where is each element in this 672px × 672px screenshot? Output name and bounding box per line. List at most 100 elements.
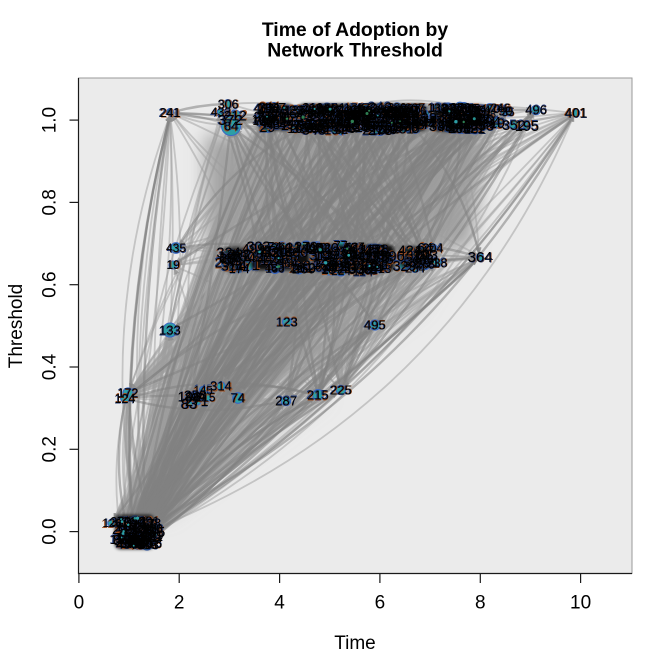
- svg-text:309: 309: [138, 520, 157, 533]
- svg-text:149: 149: [114, 519, 133, 531]
- svg-text:367: 367: [117, 514, 138, 529]
- svg-text:135: 135: [284, 103, 306, 118]
- svg-text:59: 59: [141, 524, 153, 536]
- svg-text:435: 435: [166, 241, 186, 255]
- svg-text:222: 222: [134, 525, 159, 541]
- svg-text:78: 78: [255, 115, 269, 129]
- svg-text:371: 371: [140, 528, 162, 543]
- svg-text:494: 494: [366, 119, 386, 132]
- svg-text:2: 2: [174, 593, 185, 614]
- svg-text:434: 434: [266, 119, 286, 133]
- svg-text:118: 118: [118, 533, 137, 547]
- svg-text:268: 268: [137, 536, 162, 553]
- svg-text:106: 106: [135, 534, 157, 549]
- svg-text:0.8: 0.8: [40, 189, 61, 215]
- svg-text:19: 19: [166, 258, 180, 272]
- svg-text:97: 97: [120, 536, 137, 553]
- svg-text:410: 410: [144, 523, 163, 536]
- svg-text:432: 432: [212, 106, 232, 120]
- svg-text:241: 241: [160, 106, 181, 120]
- svg-text:373: 373: [111, 516, 132, 530]
- svg-text:212: 212: [225, 108, 248, 123]
- svg-text:64: 64: [224, 119, 238, 134]
- svg-text:366: 366: [120, 537, 145, 553]
- svg-text:5: 5: [141, 534, 148, 549]
- svg-text:195: 195: [515, 119, 539, 135]
- svg-text:140: 140: [305, 240, 327, 255]
- svg-text:38: 38: [262, 101, 276, 115]
- svg-text:288: 288: [126, 535, 147, 549]
- svg-text:332: 332: [131, 529, 151, 543]
- svg-text:372: 372: [219, 112, 244, 128]
- svg-text:134: 134: [122, 523, 142, 536]
- svg-text:6: 6: [375, 593, 386, 614]
- svg-text:315: 315: [128, 532, 148, 546]
- svg-text:334: 334: [116, 532, 141, 548]
- svg-text:168: 168: [116, 532, 139, 547]
- svg-text:392: 392: [391, 106, 412, 120]
- svg-text:182: 182: [253, 114, 274, 128]
- svg-text:123: 123: [276, 315, 298, 330]
- svg-text:13: 13: [131, 521, 147, 537]
- svg-text:438: 438: [139, 515, 161, 530]
- svg-text:34: 34: [136, 528, 152, 543]
- svg-text:295: 295: [290, 263, 309, 275]
- svg-text:8: 8: [475, 593, 486, 614]
- svg-text:204: 204: [423, 241, 444, 255]
- svg-text:0: 0: [74, 593, 85, 614]
- svg-text:49: 49: [134, 523, 148, 537]
- svg-text:4: 4: [274, 593, 285, 614]
- svg-text:375: 375: [124, 536, 146, 551]
- svg-text:267: 267: [131, 517, 156, 534]
- svg-text:229: 229: [141, 528, 164, 543]
- svg-text:86: 86: [113, 532, 129, 548]
- svg-text:244: 244: [116, 536, 140, 552]
- svg-text:241: 241: [160, 106, 181, 120]
- svg-text:154: 154: [120, 527, 139, 539]
- svg-text:306: 306: [218, 97, 239, 111]
- svg-text:443: 443: [359, 105, 381, 120]
- svg-text:491: 491: [140, 514, 161, 528]
- svg-text:139: 139: [124, 534, 144, 547]
- svg-text:6: 6: [130, 533, 136, 545]
- svg-text:73: 73: [130, 539, 144, 553]
- svg-text:Time of Adoption by: Time of Adoption by: [262, 19, 449, 41]
- svg-text:43: 43: [340, 260, 356, 276]
- svg-text:238: 238: [426, 256, 447, 270]
- svg-text:163: 163: [138, 538, 159, 552]
- svg-text:0.0: 0.0: [40, 518, 61, 544]
- svg-text:349: 349: [135, 530, 160, 547]
- svg-text:327: 327: [441, 108, 461, 121]
- svg-text:457: 457: [280, 110, 301, 124]
- svg-text:336: 336: [136, 538, 157, 552]
- svg-text:299: 299: [113, 520, 137, 536]
- svg-text:46: 46: [140, 530, 156, 546]
- svg-text:497: 497: [278, 117, 300, 132]
- svg-text:Time: Time: [334, 633, 376, 654]
- svg-text:2: 2: [142, 536, 148, 548]
- svg-text:0.6: 0.6: [40, 271, 61, 297]
- svg-text:496: 496: [525, 103, 547, 118]
- svg-text:470: 470: [480, 102, 500, 116]
- svg-text:264: 264: [273, 241, 292, 253]
- svg-text:364: 364: [467, 249, 492, 266]
- svg-text:306: 306: [219, 98, 240, 112]
- svg-text:120: 120: [101, 518, 120, 531]
- svg-text:125: 125: [131, 525, 153, 540]
- svg-text:326: 326: [143, 523, 163, 537]
- svg-text:314: 314: [210, 379, 232, 394]
- svg-text:Threshold: Threshold: [6, 284, 27, 369]
- svg-text:67: 67: [303, 117, 317, 132]
- svg-text:Network Threshold: Network Threshold: [267, 40, 443, 62]
- svg-text:0.4: 0.4: [40, 353, 61, 380]
- svg-text:124: 124: [115, 392, 136, 406]
- svg-text:74: 74: [231, 391, 245, 406]
- svg-text:1.0: 1.0: [40, 107, 61, 133]
- svg-text:157: 157: [110, 532, 132, 547]
- svg-text:64: 64: [223, 119, 237, 134]
- svg-text:105: 105: [140, 524, 165, 540]
- svg-text:323: 323: [280, 102, 303, 117]
- svg-text:137: 137: [127, 534, 149, 549]
- svg-text:287: 287: [275, 394, 297, 409]
- svg-text:133: 133: [159, 323, 181, 338]
